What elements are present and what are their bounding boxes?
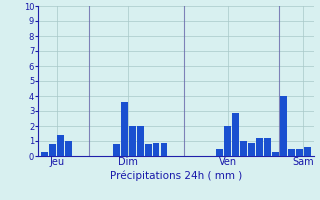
- Bar: [280, 96, 287, 156]
- Bar: [272, 152, 279, 156]
- Bar: [57, 135, 64, 156]
- Bar: [137, 126, 144, 156]
- Bar: [304, 147, 311, 156]
- Bar: [65, 141, 72, 156]
- Bar: [161, 142, 167, 156]
- Bar: [240, 141, 247, 156]
- Bar: [121, 102, 128, 156]
- Bar: [153, 142, 159, 156]
- Bar: [232, 112, 239, 156]
- Bar: [296, 148, 303, 156]
- Bar: [216, 148, 223, 156]
- Bar: [49, 144, 56, 156]
- Bar: [256, 138, 263, 156]
- Bar: [248, 142, 255, 156]
- Bar: [264, 138, 271, 156]
- Bar: [41, 152, 48, 156]
- X-axis label: Précipitations 24h ( mm ): Précipitations 24h ( mm ): [110, 170, 242, 181]
- Bar: [224, 126, 231, 156]
- Bar: [288, 148, 295, 156]
- Bar: [145, 144, 152, 156]
- Bar: [129, 126, 136, 156]
- Bar: [113, 144, 120, 156]
